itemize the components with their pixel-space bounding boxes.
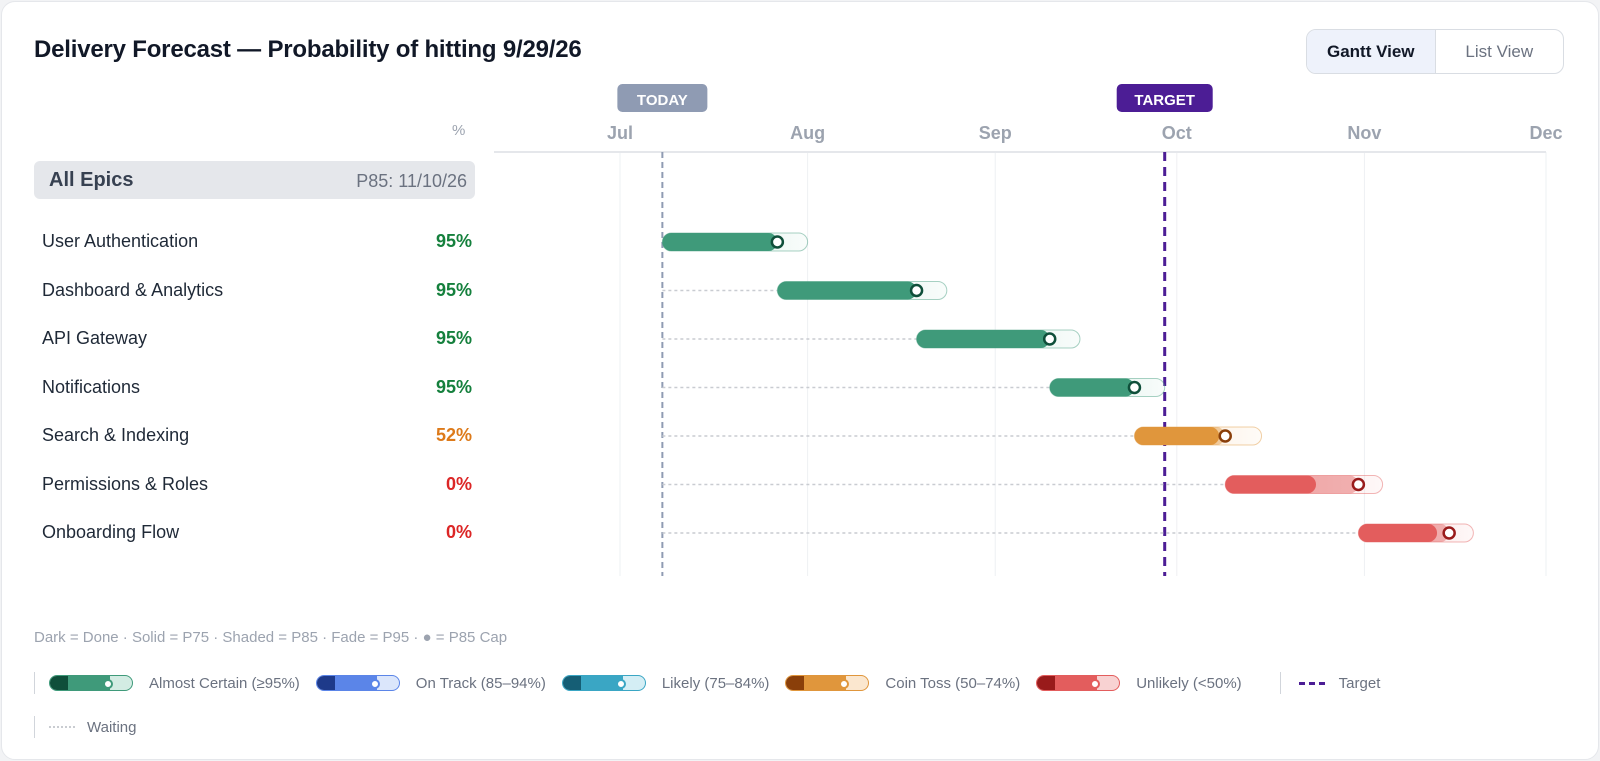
x-tick-label: Nov xyxy=(1347,123,1381,143)
legend-target: Target xyxy=(1298,674,1381,692)
swatch-on-track xyxy=(315,675,400,691)
swatch-segment xyxy=(1037,676,1056,690)
x-tick-label: Dec xyxy=(1529,123,1562,143)
bar-p75-solid xyxy=(1049,378,1135,397)
p85-cap-dot xyxy=(909,283,924,298)
swatch-segment xyxy=(316,676,335,690)
swatch-likely xyxy=(561,675,646,691)
swatch-cap-dot xyxy=(103,679,113,689)
swatch-segment xyxy=(68,676,110,690)
legend-divider xyxy=(34,716,35,738)
legend-on-track: On Track (85–94%) xyxy=(315,674,546,692)
epic-name[interactable]: Permissions & Roles xyxy=(42,473,209,494)
legend-likely: Likely (75–84%) xyxy=(561,674,770,692)
legend-likely-label: Likely (75–84%) xyxy=(661,674,770,692)
p85-cap-dot xyxy=(770,235,785,249)
target-badge xyxy=(1116,84,1213,112)
p85-cap-dot xyxy=(1127,380,1142,395)
swatch-cap-dot xyxy=(1090,679,1101,689)
epic-name[interactable]: Notifications xyxy=(42,376,141,397)
legend-coin-toss-label: Coin Toss (50–74%) xyxy=(885,674,1021,692)
bar-p75-solid xyxy=(662,233,778,251)
target-label: TARGET xyxy=(1134,92,1195,109)
swatch-segment xyxy=(1055,676,1098,690)
legend-row-2: Waiting xyxy=(34,715,152,739)
bar-p75-solid xyxy=(1225,475,1317,494)
swatch-unlikely xyxy=(1036,675,1121,691)
legend-coin-toss: Coin Toss (50–74%) xyxy=(785,675,1020,692)
bar-p75-solid xyxy=(916,330,1050,348)
epic-name[interactable]: User Authentication xyxy=(42,231,199,251)
p85-cap-dot xyxy=(1442,526,1456,540)
legend-unlikely-label: Unlikely (<50%) xyxy=(1136,674,1242,692)
legend-divider xyxy=(34,672,35,694)
p85-cap-dot xyxy=(1351,477,1366,492)
x-tick-label: Aug xyxy=(790,123,825,143)
swatch-segment xyxy=(562,676,581,690)
swatch-cap-dot xyxy=(615,679,626,689)
epic-probability: 0% xyxy=(445,473,472,494)
waiting-line-icon xyxy=(49,726,75,728)
swatch-segment xyxy=(580,676,623,690)
bar-p75-solid xyxy=(1134,427,1220,445)
x-tick-label: Jul xyxy=(607,123,633,143)
epic-name[interactable]: Dashboard & Analytics xyxy=(42,279,224,300)
p85-cap-dot xyxy=(1042,332,1057,346)
legend-row-1: Almost Certain (≥95%) On Track (85–94%) … xyxy=(34,671,1396,695)
epic-probability: 95% xyxy=(435,231,472,251)
epic-probability: 52% xyxy=(435,425,472,445)
epic-probability: 0% xyxy=(445,522,472,542)
legend-target-label: Target xyxy=(1338,674,1381,692)
epic-name[interactable]: API Gateway xyxy=(42,328,148,348)
legend-on-track-label: On Track (85–94%) xyxy=(415,674,546,692)
gantt-view-button[interactable]: Gantt View xyxy=(1307,30,1436,73)
percent-column-header: % xyxy=(452,122,466,139)
epic-name[interactable]: Onboarding Flow xyxy=(42,522,180,542)
legend-waiting-label: Waiting xyxy=(87,718,137,736)
list-view-button[interactable]: List View xyxy=(1465,41,1534,61)
legend-unlikely: Unlikely (<50%) xyxy=(1036,674,1242,692)
today-badge xyxy=(617,84,708,112)
view-toggle: Gantt View List View xyxy=(1306,29,1564,74)
target-line-icon xyxy=(1298,681,1325,685)
swatch-segment xyxy=(50,676,68,690)
epic-probability: 95% xyxy=(435,279,472,300)
legend-waiting: Waiting xyxy=(49,719,136,736)
swatch-segment xyxy=(334,676,377,690)
swatch-cap-dot xyxy=(839,679,850,689)
epic-name[interactable]: Search & Indexing xyxy=(42,425,190,445)
swatch-segment xyxy=(786,676,805,690)
bar-p75-solid xyxy=(777,281,917,300)
epic-probability: 95% xyxy=(435,328,472,348)
legend-almost-certain: Almost Certain (≥95%) xyxy=(49,675,300,692)
x-tick-label: Sep xyxy=(979,123,1012,143)
swatch-coin-toss xyxy=(785,675,870,691)
epic-probability: 95% xyxy=(435,376,472,397)
all-epics-p85: P85: 11/10/26 xyxy=(356,171,467,191)
legend-footnote: Dark = Done · Solid = P75 · Shaded = P85… xyxy=(34,629,508,646)
chart-title: Delivery Forecast — Probability of hitti… xyxy=(34,36,582,63)
p85-cap-dot xyxy=(1218,429,1232,443)
legend-almost-certain-label: Almost Certain (≥95%) xyxy=(149,674,300,692)
legend-divider xyxy=(1279,672,1281,694)
bar-p75-solid xyxy=(1358,524,1438,542)
x-tick-label: Oct xyxy=(1162,123,1192,143)
all-epics-summary[interactable]: All Epics P85: 11/10/26 xyxy=(34,161,475,199)
all-epics-label: All Epics xyxy=(49,169,134,191)
swatch-segment xyxy=(804,676,847,690)
swatch-almost-certain xyxy=(49,675,133,691)
swatch-cap-dot xyxy=(369,679,380,689)
today-label: TODAY xyxy=(637,92,688,109)
